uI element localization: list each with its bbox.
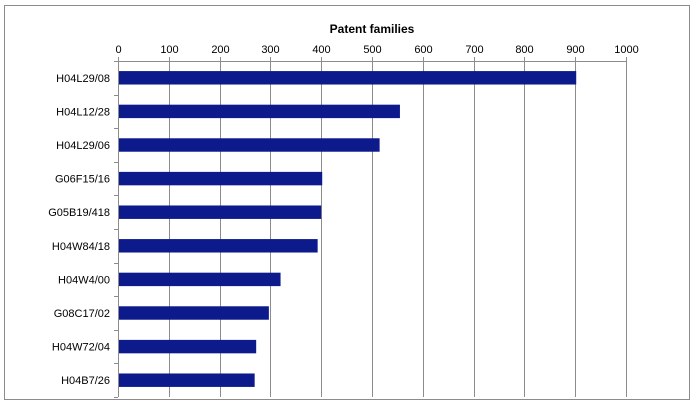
category-label-H04L29/08: H04L29/08: [56, 73, 110, 85]
bar-H04W4/00: [119, 272, 281, 287]
x-tick-label-700: 700: [465, 44, 483, 56]
x-tick-label-0: 0: [115, 44, 121, 56]
x-tick-label-1000: 1000: [614, 44, 638, 56]
axes: [114, 57, 627, 398]
category-label-H04L29/06: H04L29/06: [56, 140, 110, 152]
category-label-H04W4/00: H04W4/00: [58, 274, 110, 286]
bar-G06F15/16: [119, 171, 323, 186]
chart-frame: 0 100 200 300 400 500 600 700 800 900 1000 H04L29/0…: [4, 5, 690, 400]
bar-H04B7/26: [119, 373, 255, 387]
x-tick-label-200: 200: [211, 44, 229, 56]
category-label-G05B19/418: G05B19/418: [48, 207, 110, 219]
bar-G08C17/02: [119, 306, 269, 320]
x-tick-label-300: 300: [261, 44, 279, 56]
x-tick-label-900: 900: [566, 44, 584, 56]
category-label-H04L12/28: H04L12/28: [56, 106, 110, 118]
category-label-G08C17/02: G08C17/02: [54, 308, 110, 320]
category-label-G06F15/16: G06F15/16: [55, 174, 110, 186]
x-tick-label-600: 600: [414, 44, 432, 56]
bars: [119, 71, 577, 387]
x-tick-label-400: 400: [312, 44, 330, 56]
bar-H04W84/18: [119, 239, 318, 253]
category-label-H04W84/18: H04W84/18: [52, 241, 110, 253]
x-tick-label-100: 100: [160, 44, 178, 56]
x-tick-label-800: 800: [515, 44, 533, 56]
bar-H04L29/06: [119, 138, 380, 152]
bar-H04L29/08: [119, 71, 577, 85]
category-label-H04B7/26: H04B7/26: [61, 375, 110, 387]
labels: 0 100 200 300 400 500 600 700 800 900 1000 H04L29/0…: [48, 44, 639, 387]
x-axis-title: Patent families: [330, 22, 415, 36]
x-tick-label-500: 500: [363, 44, 381, 56]
category-label-H04W72/04: H04W72/04: [52, 342, 110, 354]
bar-G05B19/418: [119, 205, 322, 219]
bar-H04W72/04: [119, 339, 257, 354]
bar-chart: 0 100 200 300 400 500 600 700 800 900 1000 H04L29/0…: [48, 22, 639, 398]
bar-H04L12/28: [119, 104, 400, 119]
